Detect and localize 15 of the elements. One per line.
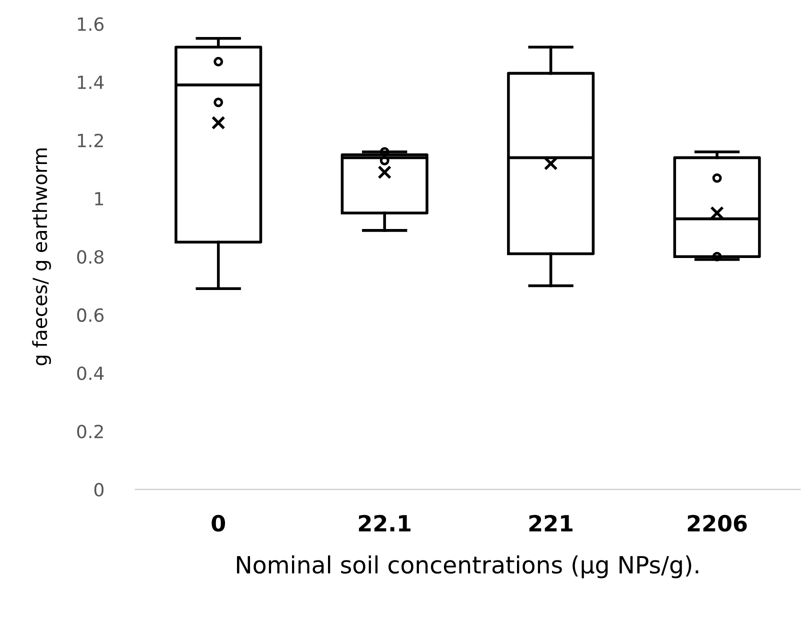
y-tick-label: 0.6: [77, 308, 104, 322]
y-tick-label: 1.2: [78, 134, 103, 148]
x-tick-label: 22.1: [358, 514, 410, 532]
x-tick-label: 0: [212, 514, 226, 532]
y-tick-label: 1.6: [78, 17, 104, 31]
x-tick-label: 2206: [688, 514, 747, 532]
y-tick-label: 1.4: [78, 76, 104, 89]
y-tick-label: 0.8: [77, 250, 104, 264]
x-tick-label: 221: [529, 514, 572, 532]
y-axis-title: g faeces/ g earthworm: [32, 148, 51, 366]
x-axis-title: Nominal soil concentrations (µg NPs/g).: [237, 555, 698, 578]
y-tick-label: 0.4: [77, 366, 104, 380]
y-tick-label: 1: [95, 192, 104, 206]
y-tick-label: 0.2: [77, 424, 103, 438]
y-tick-label: 0: [94, 482, 104, 497]
